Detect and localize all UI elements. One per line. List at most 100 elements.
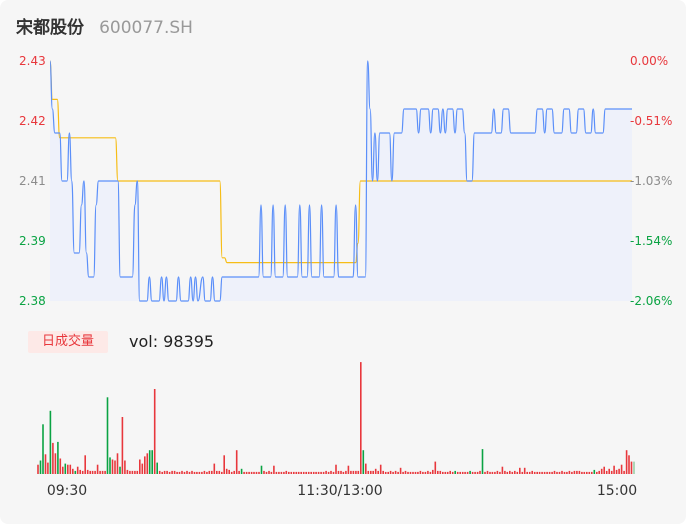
- volume-bar: [494, 471, 496, 474]
- volume-bar: [365, 463, 367, 474]
- volume-bar: [464, 471, 466, 474]
- price-tick-label: 2.42: [19, 114, 46, 128]
- volume-bar: [414, 471, 417, 474]
- volume-bar: [519, 467, 521, 474]
- volume-bar: [603, 466, 605, 474]
- volume-bar: [198, 471, 201, 474]
- volume-bar: [397, 471, 399, 474]
- volume-bar: [228, 469, 230, 474]
- volume-bar: [566, 471, 568, 474]
- volume-bar: [583, 471, 586, 474]
- volume-bar: [558, 471, 561, 474]
- volume-bar: [347, 465, 350, 474]
- volume-bar: [424, 471, 427, 474]
- volume-bar: [379, 464, 382, 474]
- volume-bar: [374, 468, 377, 474]
- volume-bar: [139, 459, 141, 474]
- volume-bar: [225, 468, 228, 474]
- volume-bar: [151, 450, 153, 474]
- average-price-line: [49, 60, 632, 264]
- volume-bar: [581, 471, 583, 474]
- volume-bar: [613, 465, 615, 474]
- volume-bar: [556, 471, 558, 474]
- volume-bar: [280, 471, 283, 474]
- volume-bar: [196, 471, 198, 474]
- volume-bar: [250, 471, 253, 474]
- percent-axis-right: 0.00% -0.51% -1.03% -1.54% -2.06%: [630, 54, 672, 308]
- volume-bar: [181, 470, 183, 474]
- volume-bar: [384, 471, 387, 474]
- volume-bar: [310, 471, 312, 474]
- volume-bar: [474, 471, 476, 474]
- volume-bar: [288, 471, 290, 474]
- volume-bar: [315, 471, 317, 474]
- stock-name: 宋都股份: [16, 18, 84, 38]
- volume-bar: [297, 471, 300, 474]
- volume-bar: [429, 471, 432, 474]
- volume-bar: [591, 471, 593, 474]
- price-tick-label: 2.43: [19, 54, 46, 68]
- volume-bar: [109, 457, 111, 474]
- volume-bar: [355, 470, 357, 474]
- volume-bar: [370, 470, 372, 474]
- volume-bar: [372, 470, 374, 474]
- volume-bar: [86, 469, 89, 474]
- volume-bar: [571, 471, 573, 474]
- volume-bar: [573, 470, 576, 474]
- volume-bar: [136, 470, 139, 474]
- volume-bar: [496, 470, 499, 474]
- volume-bar: [79, 469, 81, 474]
- volume-bar: [523, 467, 526, 474]
- volume-bar: [270, 471, 273, 474]
- volume-bar: [528, 471, 531, 474]
- volume-bar: [183, 471, 186, 474]
- price-area-fill: [50, 61, 632, 301]
- volume-bar: [553, 470, 556, 474]
- volume-bar: [367, 470, 370, 474]
- volume-bar: [531, 470, 533, 474]
- volume-bar: [238, 470, 240, 474]
- volume-bar: [134, 470, 136, 474]
- volume-bar: [302, 471, 305, 474]
- volume-bars: [37, 362, 635, 474]
- volume-bar: [305, 471, 307, 474]
- volume-bar: [633, 461, 635, 474]
- volume-bar: [489, 471, 491, 474]
- volume-bar: [317, 471, 320, 474]
- volume-bar: [312, 471, 315, 474]
- percent-tick-label: -1.54%: [630, 234, 672, 248]
- volume-bar: [57, 441, 59, 474]
- volume-bar: [203, 470, 206, 474]
- volume-bar: [81, 470, 84, 474]
- volume-bar: [479, 470, 481, 474]
- volume-bar: [352, 470, 355, 474]
- volume-bar: [392, 471, 394, 474]
- volume-bar: [615, 469, 618, 474]
- volume-badge[interactable]: 日成交量: [28, 331, 108, 353]
- volume-bar: [141, 463, 144, 474]
- volume-bar: [536, 471, 538, 474]
- volume-bar: [76, 466, 79, 474]
- volume-bar: [362, 450, 365, 474]
- volume-bar: [340, 470, 342, 474]
- volume-bar: [146, 453, 149, 474]
- time-tick-label: 11:30/13:00: [297, 483, 382, 499]
- volume-bar: [119, 466, 121, 474]
- volume-bar: [387, 471, 389, 474]
- volume-bar: [240, 468, 243, 474]
- volume-bar: [625, 450, 628, 474]
- volume-bar: [126, 469, 129, 474]
- volume-bar: [106, 397, 109, 474]
- volume-bar: [54, 453, 57, 474]
- volume-bar: [206, 471, 208, 474]
- volume-bar: [620, 464, 623, 474]
- volume-bar: [419, 470, 422, 474]
- volume-bar: [290, 471, 293, 474]
- volume-bar: [116, 453, 119, 474]
- volume-bar: [578, 470, 581, 474]
- volume-bar: [526, 471, 528, 474]
- volume-bar: [42, 424, 44, 474]
- price-axis-left: 2.43 2.42 2.41 2.39 2.38: [19, 54, 46, 308]
- average-line-path: [49, 60, 632, 264]
- volume-bar: [99, 470, 101, 474]
